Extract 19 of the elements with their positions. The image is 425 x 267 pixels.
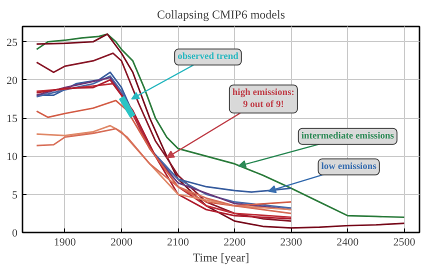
annotation: intermediate emissions: [301, 131, 394, 142]
y-tick-label: 10: [6, 151, 18, 164]
x-tick-label: 2200: [224, 236, 246, 248]
x-axis-title: Time [year]: [192, 250, 250, 264]
chart-title: Collapsing CMIP6 models: [156, 8, 286, 22]
y-tick-label: 20: [6, 74, 18, 87]
y-tick-label: 0: [12, 228, 18, 240]
x-tick-label: 2000: [110, 236, 133, 248]
x-tick-label: 2100: [167, 236, 190, 248]
y-tick-label: 5: [12, 189, 18, 202]
annotation: observed trend: [178, 52, 240, 62]
x-tick-label: 2300: [280, 236, 303, 248]
x-tick-label: 2500: [393, 236, 416, 248]
x-tick-label: 2400: [336, 236, 360, 248]
x-tick-label: 1900: [54, 236, 76, 248]
y-tick-label: 15: [6, 113, 18, 126]
y-tick-label: 25: [6, 36, 18, 49]
annotation: high emissions: 9 out of 9!: [232, 88, 294, 110]
annotation: low emissions: [321, 162, 377, 172]
